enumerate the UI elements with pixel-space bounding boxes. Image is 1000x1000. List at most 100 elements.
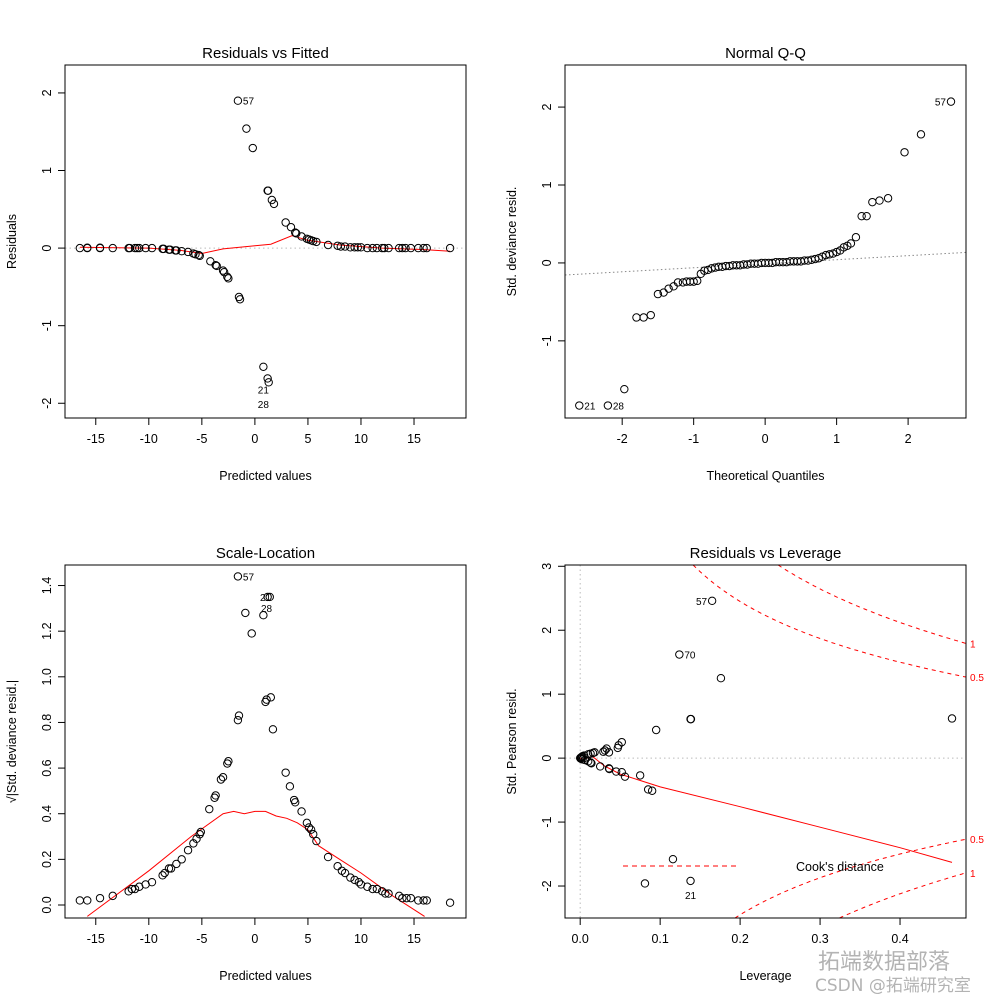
data-point: [297, 232, 306, 241]
plot-frame: [564, 64, 967, 419]
point-label: 57: [696, 597, 708, 608]
x-tick-label: 0.3: [811, 932, 828, 946]
data-point: [127, 884, 137, 894]
data-point: [183, 846, 193, 855]
y-tick-label: -1: [540, 816, 554, 827]
point-label: 21: [685, 891, 697, 902]
x-axis-label: Predicted values: [219, 469, 311, 483]
data-point: [83, 896, 92, 905]
data-point: [108, 891, 117, 901]
panel-3: Residuals vs Leverage Leverage Std. Pearso…: [505, 545, 984, 983]
y-tick-label: -1: [40, 320, 54, 331]
data-point: [158, 871, 167, 880]
x-tick-label: -5: [196, 432, 207, 446]
x-tick-label: 5: [304, 932, 311, 946]
data-point: [159, 244, 168, 254]
data-point: [216, 775, 226, 784]
y-tick-label: 2: [40, 89, 54, 96]
data-point: [235, 295, 245, 304]
data-point: [285, 782, 295, 791]
cooks-contour-label: 1: [970, 639, 976, 650]
data-point: [384, 243, 393, 253]
panel-1: Normal Q-Q Theoretical Quantiles Std. devi…: [505, 45, 967, 483]
data-point: [323, 852, 333, 862]
data-point: [620, 384, 629, 394]
data-point: [368, 884, 377, 894]
data-point: [946, 97, 956, 106]
cooks-contour-label: 0.5: [970, 673, 984, 684]
data-point: [868, 197, 877, 207]
data-point: [384, 889, 393, 898]
data-point: [394, 243, 404, 253]
data-point: [350, 875, 359, 885]
data-point: [248, 143, 257, 153]
data-point: [183, 247, 193, 257]
data-point: [613, 743, 622, 753]
data-point: [640, 879, 650, 888]
x-axis-label: Leverage: [739, 969, 791, 983]
data-point: [281, 768, 290, 777]
data-point: [306, 825, 316, 834]
data-point: [268, 725, 278, 734]
x-tick-label: 0: [251, 432, 258, 446]
cooks-legend-label: Cook's distance: [796, 860, 884, 874]
data-point: [147, 877, 157, 887]
data-point: [211, 260, 220, 270]
data-point: [264, 378, 273, 387]
data-point: [445, 898, 455, 907]
data-point: [419, 243, 428, 253]
data-point: [309, 830, 318, 839]
cooks-distance-contour: [734, 838, 966, 918]
data-point: [587, 759, 596, 768]
data-point: [177, 246, 186, 256]
data-point: [286, 222, 296, 232]
y-tick-label: -2: [40, 398, 54, 409]
data-point: [259, 362, 268, 371]
data-point: [846, 239, 856, 248]
data-point: [218, 773, 228, 782]
data-point: [130, 243, 140, 253]
data-point: [233, 572, 243, 581]
data-point: [599, 747, 608, 756]
x-tick-label: 0: [762, 432, 769, 446]
plot-frame: [564, 564, 967, 919]
data-point: [340, 242, 350, 251]
x-tick-label: 0: [251, 932, 258, 946]
y-tick-label: 0: [40, 245, 54, 252]
cooks-distance-contour: [777, 565, 966, 644]
data-point: [380, 243, 389, 253]
data-point: [135, 243, 144, 253]
data-point: [297, 807, 306, 816]
data-point: [304, 823, 314, 832]
data-point: [265, 592, 274, 602]
y-tick-label: 0.0: [40, 896, 54, 913]
data-point: [883, 194, 893, 203]
plot-frame: [64, 564, 467, 919]
data-point: [195, 251, 204, 261]
data-point: [263, 186, 273, 195]
data-point: [862, 211, 871, 221]
y-tick-label: 1.2: [40, 622, 54, 639]
plot-frame: [64, 64, 467, 419]
x-tick-label: 2: [905, 432, 912, 446]
data-point: [664, 284, 673, 293]
data-point: [668, 854, 678, 864]
y-axis-label: Std. deviance resid.: [505, 187, 519, 297]
data-point: [224, 757, 233, 766]
data-point: [363, 882, 372, 891]
data-point: [233, 96, 243, 105]
data-point: [247, 629, 256, 638]
data-point: [211, 791, 220, 800]
point-label: 57: [243, 97, 255, 108]
data-point: [851, 233, 861, 242]
data-point: [611, 767, 621, 776]
data-point: [604, 748, 614, 757]
data-point: [686, 876, 695, 886]
data-point: [398, 893, 407, 903]
chart-title: Normal Q-Q: [725, 45, 806, 62]
watermark-wechat: 拓端数据部落: [818, 950, 951, 975]
x-tick-label: -15: [87, 932, 105, 946]
data-point: [653, 289, 663, 299]
data-point: [266, 693, 276, 702]
y-tick-label: 3: [540, 563, 554, 570]
